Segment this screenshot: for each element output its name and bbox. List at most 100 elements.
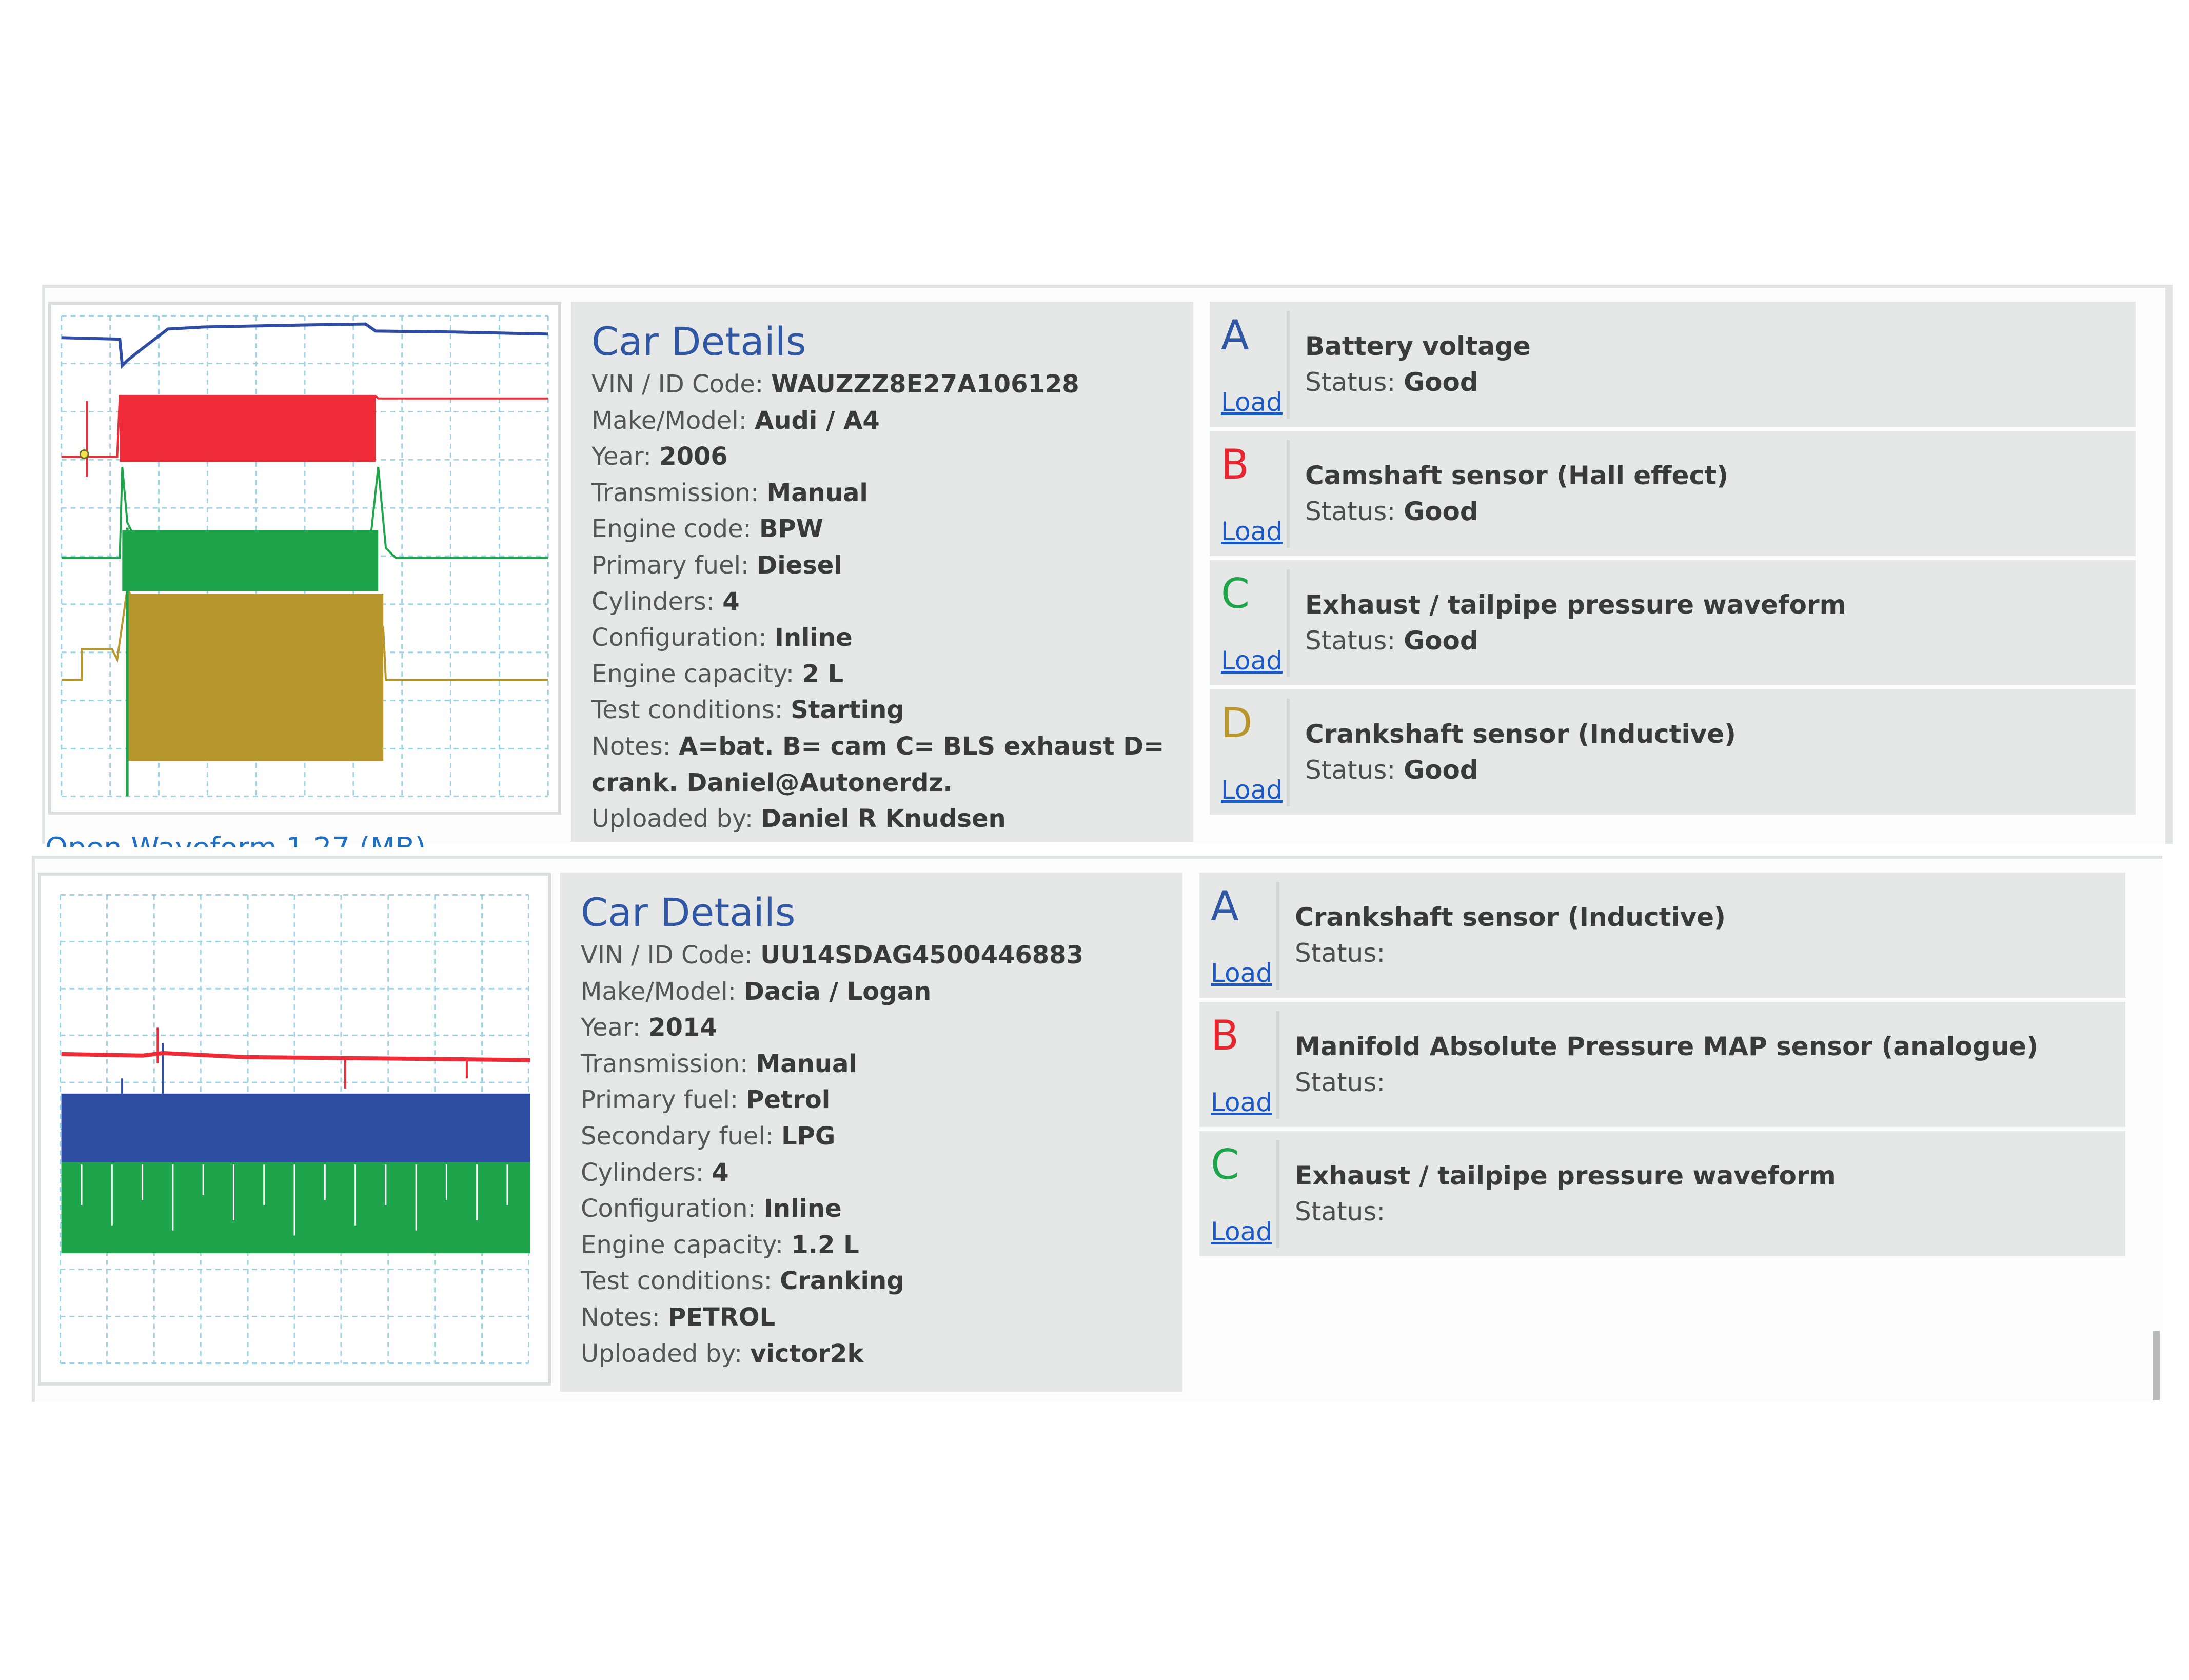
detail-test-conditions: Test conditions: Starting [591,692,1193,728]
detail-value: victor2k [750,1339,864,1368]
waveform-thumbnail[interactable] [38,873,551,1386]
waveform-record-1: Open Waveform 1.27 (MB) Car Details VIN … [42,285,2173,847]
channel-d: D Load Crankshaft sensor (Inductive) Sta… [1210,689,2136,815]
status-label: Status: [1305,497,1404,526]
detail-cylinders: Cylinders: 4 [591,584,1193,620]
status-value: Good [1404,755,1478,785]
waveform-preview-graphic [60,894,530,1364]
trace-b-spikes [156,1027,468,1089]
status-value: Good [1404,367,1478,397]
detail-engine-code: Engine code: BPW [591,511,1193,547]
channel-letter: B [1211,1012,1239,1059]
channel-c: C Load Exhaust / tailpipe pressure wavef… [1210,560,2136,685]
channel-name: Exhaust / tailpipe pressure waveform [1295,1161,1836,1191]
detail-label: Year: [581,1013,649,1042]
channel-letter: C [1211,1141,1239,1189]
detail-cylinders: Cylinders: 4 [581,1155,1182,1191]
detail-engine-capacity: Engine capacity: 2 L [591,656,1193,693]
detail-value: 1.2 L [791,1230,859,1259]
channel-divider [1276,1011,1279,1119]
channel-divider [1287,440,1290,548]
detail-value: Manual [766,478,868,507]
detail-label: VIN / ID Code: [581,941,761,970]
channel-status: Status: Good [1305,623,1478,659]
status-label: Status: [1295,1068,1386,1097]
waveform-thumbnail[interactable] [48,302,561,815]
channel-status: Status: [1295,935,1385,971]
trace-b [61,1051,530,1062]
status-label: Status: [1305,367,1404,397]
detail-value: Cranking [780,1267,904,1296]
trace-b [61,394,548,458]
channel-divider [1287,311,1290,419]
open-waveform-link[interactable]: Open Waveform 1.27 (MB) [45,831,558,847]
channel-name: Camshaft sensor (Hall effect) [1305,461,1728,490]
load-link[interactable]: Load [1211,958,1272,988]
car-details-panel: Car Details VIN / ID Code: UU14SDAG45004… [560,873,1182,1392]
channel-list: A Load Battery voltage Status: Good B Lo… [1210,302,2136,819]
car-details-panel: Car Details VIN / ID Code: WAUZZZ8E27A10… [571,302,1193,842]
detail-value: LPG [781,1121,836,1151]
load-link[interactable]: Load [1221,517,1283,546]
load-link[interactable]: Load [1211,1088,1272,1117]
channel-status: Status: Good [1305,493,1478,529]
status-label: Status: [1305,626,1404,656]
channel-b: B Load Manifold Absolute Pressure MAP se… [1199,1002,2125,1127]
channel-letter: A [1221,311,1249,359]
channel-list: A Load Crankshaft sensor (Inductive) Sta… [1199,873,2125,1260]
scrollbar-track[interactable] [2165,288,2173,844]
channel-b: B Load Camshaft sensor (Hall effect) Sta… [1210,431,2136,556]
detail-test-conditions: Test conditions: Cranking [581,1263,1182,1299]
detail-uploaded-by: Uploaded by: victor2k [581,1336,1182,1372]
detail-value: Inline [763,1194,842,1223]
detail-vin: VIN / ID Code: WAUZZZ8E27A106128 [591,366,1193,403]
detail-value: Inline [774,623,853,653]
detail-value: WAUZZZ8E27A106128 [771,370,1079,399]
trigger-marker [79,449,89,459]
load-link[interactable]: Load [1211,1217,1272,1247]
detail-value: Daniel R Knudsen [761,804,1006,834]
detail-label: Engine code: [591,515,759,544]
detail-label: Uploaded by: [581,1339,751,1368]
channel-name: Exhaust / tailpipe pressure waveform [1305,590,1846,620]
detail-label: Configuration: [581,1194,764,1223]
detail-engine-capacity: Engine capacity: 1.2 L [581,1227,1182,1263]
scrollbar-thumb[interactable] [2153,1331,2160,1400]
channel-letter: A [1211,882,1239,930]
channel-divider [1276,1140,1279,1248]
detail-label: Transmission: [581,1049,756,1078]
detail-primary-fuel: Primary fuel: Diesel [591,547,1193,584]
trace-a-body [61,1093,530,1162]
status-label: Status: [1305,755,1404,785]
detail-value: 2006 [659,442,728,471]
load-link[interactable]: Load [1221,387,1283,417]
channel-name: Crankshaft sensor (Inductive) [1295,902,1726,932]
detail-value: 4 [712,1158,729,1187]
channel-divider [1287,699,1290,806]
channel-letter: B [1221,441,1249,488]
detail-value: Diesel [757,550,842,580]
trace-b-body [120,397,376,462]
detail-label: Cylinders: [591,587,723,616]
detail-notes: Notes: PETROL [581,1299,1182,1336]
detail-label: Configuration: [591,623,775,653]
load-link[interactable]: Load [1221,775,1283,805]
detail-label: Engine capacity: [591,659,802,688]
status-value: Good [1404,626,1478,656]
detail-year: Year: 2014 [581,1010,1182,1046]
detail-secondary-fuel: Secondary fuel: LPG [581,1118,1182,1155]
waveform-record-2: Car Details VIN / ID Code: UU14SDAG45004… [32,856,2162,1402]
detail-value: UU14SDAG4500446883 [760,941,1083,970]
channel-divider [1276,882,1279,990]
detail-configuration: Configuration: Inline [581,1191,1182,1227]
status-label: Status: [1295,1197,1386,1227]
detail-label: Uploaded by: [591,804,761,834]
detail-label: Transmission: [591,478,767,507]
detail-label: Secondary fuel: [581,1121,782,1151]
detail-label: Primary fuel: [581,1085,746,1115]
detail-label: Primary fuel: [591,550,757,580]
load-link[interactable]: Load [1221,646,1283,676]
detail-label: Notes: [591,732,679,761]
trace-c-body [61,1157,530,1254]
detail-make-model: Make/Model: Dacia / Logan [581,974,1182,1010]
